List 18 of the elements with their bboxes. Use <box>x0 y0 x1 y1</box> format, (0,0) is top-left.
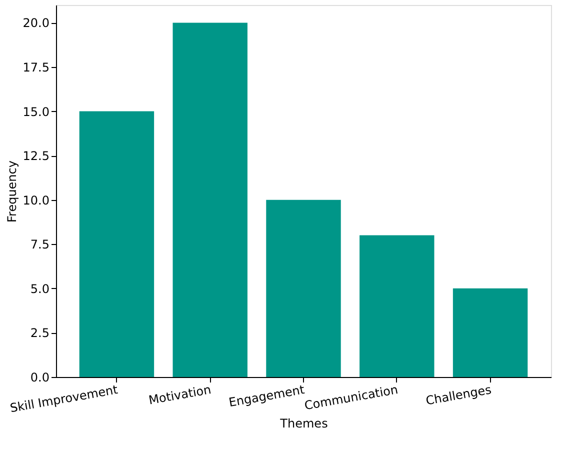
x-tick-label: Motivation <box>148 382 212 408</box>
bar <box>172 22 248 377</box>
y-tick-label: 15.0 <box>22 104 50 119</box>
y-tick-label: 2.5 <box>30 326 50 340</box>
x-axis-title: Themes <box>279 416 328 430</box>
y-axis-title: Frequency <box>4 160 19 222</box>
bar <box>452 288 528 377</box>
bar <box>266 200 341 377</box>
y-tick-label: 5.0 <box>30 282 50 296</box>
x-tick-label: Challenges <box>424 382 492 408</box>
y-tick-label: 17.5 <box>22 60 50 74</box>
y-tick-label: 0.0 <box>30 370 50 384</box>
y-tick-label: 20.0 <box>22 16 50 30</box>
bar <box>79 111 154 377</box>
bar <box>360 235 434 377</box>
y-tick-label: 10.0 <box>22 193 50 208</box>
y-tick-label: 12.5 <box>22 149 50 164</box>
y-tick-label: 7.5 <box>30 238 50 252</box>
